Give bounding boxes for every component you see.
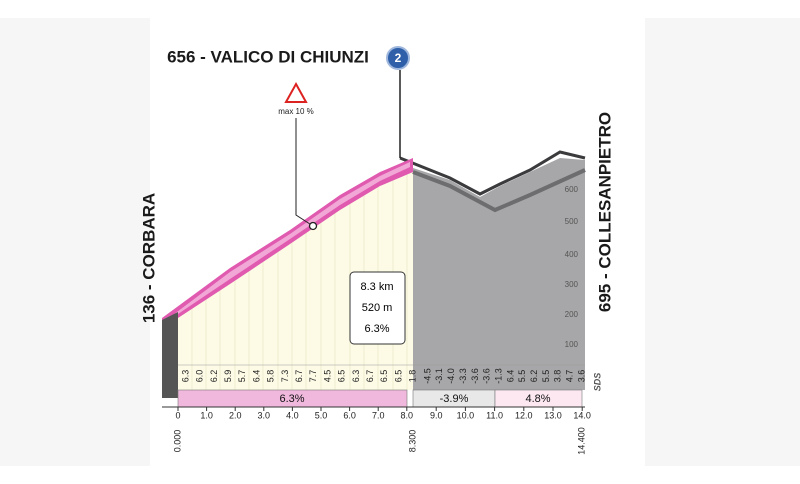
gradient-label: -3.6 xyxy=(482,368,492,384)
gradient-label: 3.8 xyxy=(553,370,563,383)
km-label: 1.0 xyxy=(200,410,213,420)
gradient-label: 6.3 xyxy=(180,370,190,383)
summary-box xyxy=(349,271,406,345)
km-label: 12.0 xyxy=(515,410,533,420)
gradient-label: 6.2 xyxy=(209,370,219,383)
elevation-label: 100 xyxy=(565,340,579,349)
warning-pointer xyxy=(295,118,314,227)
gradient-label: 4.5 xyxy=(322,370,332,383)
gradient-label: 1.8 xyxy=(408,370,418,383)
summary-gain: 520 m xyxy=(362,302,393,314)
descent-ridge xyxy=(412,168,586,213)
distance-mark: 8.300 xyxy=(407,430,417,453)
km-label: 14.0 xyxy=(573,410,591,420)
summary-distance: 8.3 km xyxy=(360,281,393,293)
km-label: 7.0 xyxy=(372,410,385,420)
warning-point xyxy=(308,221,318,231)
gradient-label: 6.5 xyxy=(393,370,403,383)
warning-label: max 10 % xyxy=(278,107,314,116)
gradient-label: 6.7 xyxy=(365,370,375,383)
km-label: 8.0 xyxy=(401,410,414,420)
gradient-label: 7.3 xyxy=(280,370,290,383)
summit-title: 656 - VALICO DI CHIUNZI xyxy=(167,47,369,66)
gradient-label: 5.9 xyxy=(223,370,233,383)
start-wall xyxy=(162,312,178,398)
segment-label: 4.8% xyxy=(525,393,550,405)
km-label: 2.0 xyxy=(229,410,242,420)
side-panel xyxy=(0,18,150,466)
start-label: 136 - CORBARA xyxy=(139,193,158,323)
km-label: 5.0 xyxy=(315,410,328,420)
gradient-label: 3.6 xyxy=(576,370,586,383)
gradient-label: 6.4 xyxy=(251,370,261,383)
gradient-label: 6.3 xyxy=(351,370,361,383)
climb-hatch xyxy=(191,170,408,390)
gradient-label: 4.7 xyxy=(565,370,575,383)
kom-badge-label: 2 xyxy=(395,51,402,65)
distance-mark: 14.400 xyxy=(576,427,586,455)
gradient-label: 6.0 xyxy=(195,370,205,383)
gradient-label: -3.1 xyxy=(434,368,444,384)
climb-band-inner xyxy=(165,162,410,323)
gradient-label: 5.7 xyxy=(237,370,247,383)
segment-label: -3.9% xyxy=(440,393,469,405)
km-label: 0 xyxy=(175,410,180,420)
segment-label: 6.3% xyxy=(279,393,304,405)
gradient-label: 5.8 xyxy=(266,370,276,383)
summary-gradient: 6.3% xyxy=(364,323,389,335)
finish-label: 695 - COLLESANPIETRO xyxy=(595,112,614,312)
elevation-label: 600 xyxy=(565,185,579,194)
gradient-label: 6.4 xyxy=(505,370,515,383)
climb-band xyxy=(162,158,413,326)
gradient-label: -1.3 xyxy=(493,368,503,384)
gradient-label: 6.5 xyxy=(337,370,347,383)
gradient-label: 6.7 xyxy=(294,370,304,383)
km-label: 11.0 xyxy=(486,410,503,420)
km-label: 3.0 xyxy=(258,410,271,420)
gradient-label: -3.3 xyxy=(458,368,468,384)
gradient-label: 5.5 xyxy=(541,370,551,383)
profile-edge xyxy=(399,150,586,196)
gradient-label: 5.5 xyxy=(517,370,527,383)
km-label: 9.0 xyxy=(430,410,443,420)
gradient-label: -4.0 xyxy=(446,368,456,384)
warning-sign xyxy=(284,81,308,103)
gradient-label: 6.5 xyxy=(379,370,389,383)
gradient-label: 6.2 xyxy=(529,370,539,383)
km-label: 10.0 xyxy=(457,410,475,420)
distance-mark: 0.000 xyxy=(172,430,182,453)
km-label: 13.0 xyxy=(544,410,562,420)
elevation-label: 200 xyxy=(565,310,579,319)
side-panel xyxy=(645,18,800,466)
km-label: 6.0 xyxy=(343,410,356,420)
descent-area xyxy=(413,158,585,390)
elevation-label: 400 xyxy=(565,250,579,259)
gradient-label: -3.6 xyxy=(470,368,480,384)
logo: SDS xyxy=(592,373,602,392)
gradient-label: 7.7 xyxy=(308,370,318,383)
elevation-label: 300 xyxy=(565,280,579,289)
km-label: 4.0 xyxy=(286,410,299,420)
elevation-label: 500 xyxy=(565,217,579,226)
kom-badge xyxy=(386,46,410,70)
gradient-label: -4.5 xyxy=(422,368,432,384)
